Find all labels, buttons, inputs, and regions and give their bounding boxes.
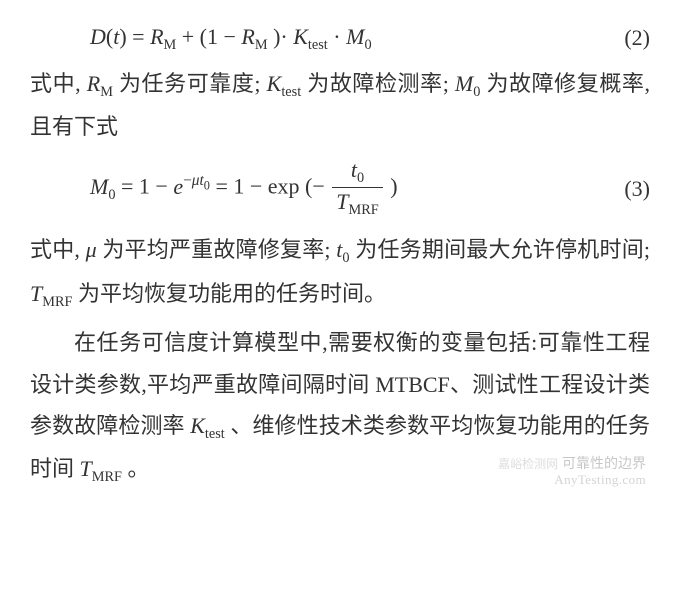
eq3-eq2: = 1 − <box>215 174 267 199</box>
sym-mu-text: μ <box>86 237 97 262</box>
equation-3: M0 = 1 − e−μt0 = 1 − exp (− t0 TMRF ) (3… <box>30 158 650 219</box>
eq3-frac: t0 TMRF <box>332 158 382 219</box>
equation-2-number: (2) <box>600 17 650 59</box>
sym-R_M: RM <box>150 24 176 49</box>
eq3-M0: M0 <box>90 174 115 199</box>
watermark-line1: 嘉峪检测网 可靠性的边界 <box>498 455 646 472</box>
sym-t0-text: t0 <box>336 237 349 262</box>
para2-seg1: 为平均严重故障修复率; <box>102 237 336 262</box>
watermark: 嘉峪检测网 可靠性的边界 AnyTesting.com <box>498 455 646 487</box>
equation-3-number: (3) <box>600 168 650 210</box>
eq3-rp: ) <box>390 174 397 199</box>
sym-K_test-text: Ktest <box>267 71 302 96</box>
para2-prefix: 式中, <box>30 237 86 262</box>
sym-M0-text: M0 <box>455 71 480 96</box>
para1-seg1: 为任务可靠度; <box>119 71 267 96</box>
eq3-e: e−μt0 <box>173 174 210 199</box>
eq2-paren: )· <box>273 24 293 49</box>
eq2-plus: + (1 − <box>182 24 242 49</box>
para2-seg3: 为平均恢复功能用的任务时间。 <box>78 281 386 306</box>
eq3-eq1: = 1 − <box>121 174 173 199</box>
sym-K_test-2: Ktest <box>190 413 225 438</box>
eq3-exp: exp <box>268 174 300 199</box>
sym-R_M-text: RM <box>87 71 113 96</box>
sym-K_test: Ktest <box>293 24 328 49</box>
para1-prefix: 式中, <box>30 71 87 96</box>
sym-TMRF-2: TMRF <box>80 456 122 481</box>
para-after-eq3: 式中, μ 为平均严重故障修复率; t0 为任务期间最大允许停机时间; TMRF… <box>30 229 650 315</box>
equation-2-body: D(t) = RM + (1 − RM )· Ktest · M0 <box>30 16 600 59</box>
sym-M0: M0 <box>346 24 371 49</box>
para2-seg2: 为任务期间最大允许停机时间; <box>355 237 650 262</box>
equation-2: D(t) = RM + (1 − RM )· Ktest · M0 (2) <box>30 16 650 59</box>
equation-3-body: M0 = 1 − e−μt0 = 1 − exp (− t0 TMRF ) <box>30 158 600 219</box>
eq2-lhs: D(t) <box>90 24 127 49</box>
eq2-dot: · <box>333 24 346 49</box>
watermark-line2: AnyTesting.com <box>498 472 646 488</box>
eq2-equals: = <box>132 24 150 49</box>
para-after-eq2: 式中, RM 为任务可靠度; Ktest 为故障检测率; M0 为故障修复概率,… <box>30 63 650 148</box>
sym-TMRF-text: TMRF <box>30 281 72 306</box>
eq3-lp: (− <box>305 174 325 199</box>
para3-t3: 。 <box>127 456 149 481</box>
para1-seg2: 为故障检测率; <box>307 71 455 96</box>
sym-R_M-b: RM <box>241 24 267 49</box>
